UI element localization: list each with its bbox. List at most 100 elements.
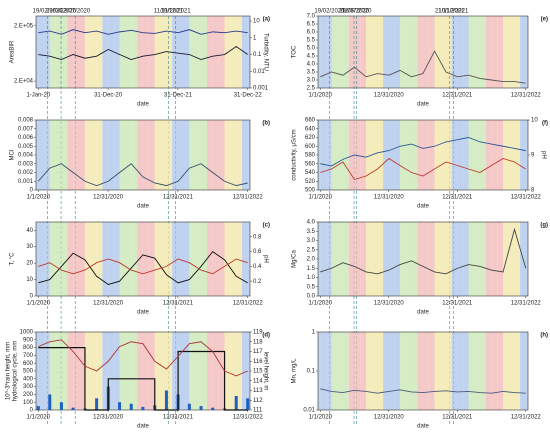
season-band: [148, 16, 155, 88]
y2-tick-label: 9: [531, 153, 535, 159]
event-label: 19/12/2021: [161, 9, 192, 15]
season-band: [388, 120, 395, 190]
season-band: [405, 120, 412, 190]
season-band: [354, 16, 361, 88]
season-band: [195, 222, 202, 296]
season-band: [241, 332, 248, 410]
season-band: [84, 16, 91, 88]
y-tick-label: 0.008: [18, 118, 34, 124]
season-band: [36, 332, 39, 410]
season-band: [160, 120, 167, 190]
bar: [59, 402, 63, 410]
season-band: [201, 16, 207, 88]
season-band: [337, 332, 343, 410]
season-band: [148, 222, 155, 296]
season-band: [178, 120, 185, 190]
season-band: [354, 222, 361, 296]
y-tick-label: 520: [305, 179, 316, 185]
season-band: [394, 120, 401, 190]
panel-label: (c): [263, 223, 270, 229]
season-band: [125, 332, 132, 410]
season-band: [241, 16, 248, 88]
season-band: [514, 16, 521, 88]
season-band: [212, 120, 219, 190]
season-band: [320, 222, 327, 296]
season-band: [348, 332, 355, 410]
y-tick-label: 0.006: [18, 135, 34, 141]
season-band: [247, 222, 250, 296]
season-band: [366, 222, 372, 296]
x-tick-label: 1/1/2020: [27, 195, 51, 201]
season-band: [485, 120, 492, 190]
series-line: [38, 258, 248, 275]
y2-tick-label: 0.001: [253, 86, 269, 92]
x-tick-label: 1/1/2020: [27, 415, 51, 421]
season-band: [49, 222, 56, 296]
series-line: [320, 388, 526, 394]
season-band: [520, 120, 526, 190]
season-band: [102, 222, 109, 296]
season-band: [428, 332, 435, 410]
x-axis-label: date: [137, 204, 149, 210]
season-band: [178, 222, 185, 296]
y2-tick-label: 0.6: [253, 249, 262, 255]
y2-axis-label: level height, m: [262, 352, 268, 391]
season-band: [160, 332, 167, 410]
y-tick-label: 0.002: [18, 170, 34, 176]
season-band: [102, 120, 109, 190]
season-band: [400, 120, 406, 190]
season-band: [131, 332, 138, 410]
season-band: [383, 222, 389, 296]
y2-tick-label: 114: [253, 378, 263, 384]
panel-label: (h): [540, 333, 548, 339]
season-band: [79, 16, 85, 88]
season-band: [503, 222, 509, 296]
season-band: [172, 332, 179, 410]
season-band: [49, 16, 56, 88]
season-band: [38, 222, 45, 296]
season-band: [326, 120, 332, 190]
season-band: [218, 120, 225, 190]
season-band: [236, 222, 242, 296]
panel: 2.5 3.0 3.5 4.0 4.5 5.0 5.5 6.0 6.5 7.0 1/1/2020 12…: [292, 9, 548, 108]
season-band: [61, 120, 68, 190]
season-band: [247, 120, 250, 190]
season-band: [114, 16, 120, 88]
bar: [199, 406, 203, 410]
season-band: [154, 332, 161, 410]
season-band: [331, 222, 338, 296]
season-band: [434, 120, 441, 190]
y-axis-label: T, °C: [10, 252, 16, 266]
y-tick-label: 3.0: [307, 78, 316, 84]
season-band: [38, 332, 45, 410]
panel-label: (g): [540, 223, 548, 229]
season-band: [230, 332, 237, 410]
x-tick-label: 31-Dec-20: [94, 93, 123, 99]
season-band: [479, 222, 486, 296]
season-band: [131, 222, 138, 296]
season-band: [405, 16, 412, 88]
season-band: [411, 332, 418, 410]
season-band: [497, 332, 504, 410]
y-tick-label: 2.5: [307, 86, 316, 92]
x-tick-label: 1/1/2020: [309, 415, 333, 421]
y2-axis-label: pH: [540, 151, 546, 159]
y2-tick-label: 10: [531, 118, 538, 124]
season-band: [451, 332, 458, 410]
season-band: [371, 222, 378, 296]
season-band: [428, 222, 435, 296]
season-band: [388, 332, 395, 410]
season-band: [154, 120, 161, 190]
season-band: [457, 332, 464, 410]
season-band: [463, 16, 469, 88]
season-band: [230, 16, 237, 88]
x-tick-label: 12/31/2021: [163, 415, 194, 421]
season-band: [348, 16, 355, 88]
x-tick-label: 12/31/2022: [511, 93, 542, 99]
y-tick-label: 30: [26, 244, 33, 250]
season-band: [479, 16, 486, 88]
season-band: [497, 120, 504, 190]
bar: [36, 406, 40, 410]
season-band: [411, 16, 418, 88]
x-tick-label: 31-Dec-21: [164, 93, 193, 99]
